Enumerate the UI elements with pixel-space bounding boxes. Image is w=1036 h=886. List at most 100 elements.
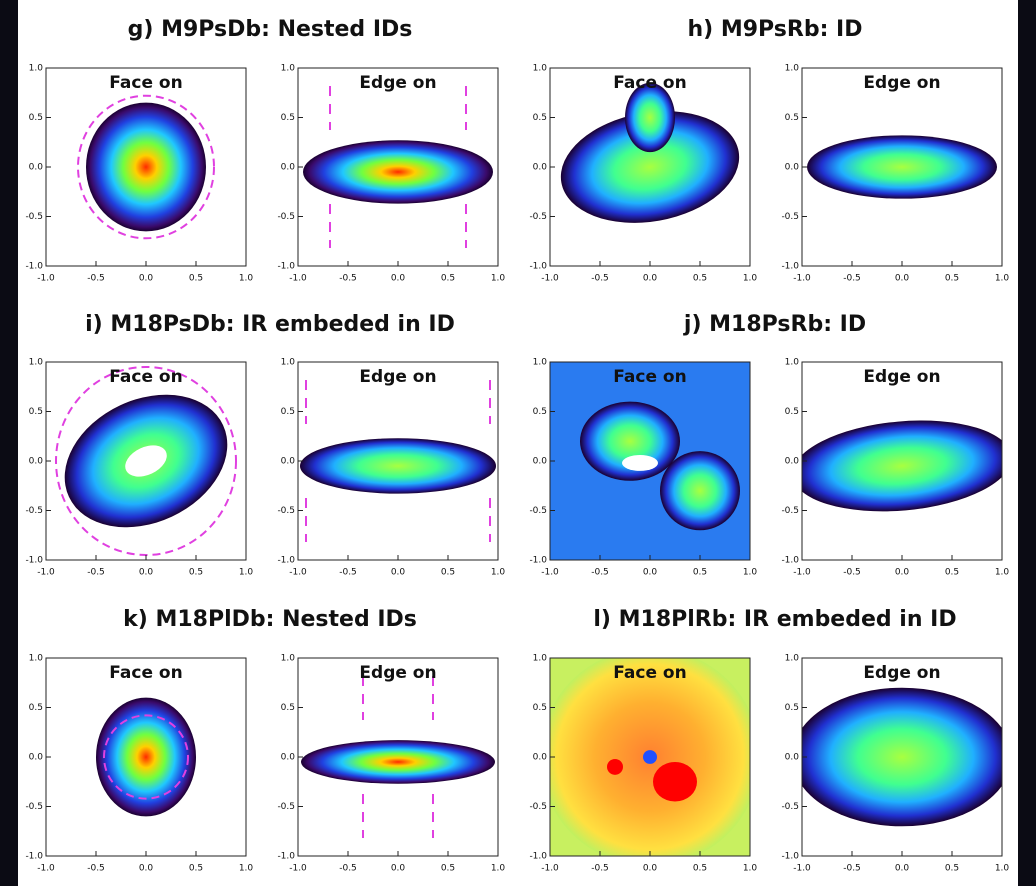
y-tick-label: -1.0 (781, 852, 799, 862)
y-tick-label: 1.0 (281, 654, 296, 664)
density-map (96, 697, 196, 817)
x-tick-label: 0.5 (189, 568, 203, 578)
density-blob (607, 758, 623, 775)
map-hole (125, 445, 167, 477)
density-blob (625, 82, 675, 153)
x-tick-label: -0.5 (843, 568, 861, 578)
panel-title: j) M18PsRb: ID (683, 312, 866, 337)
x-tick-label: -1.0 (793, 568, 811, 578)
y-tick-label: 1.0 (785, 358, 800, 368)
x-tick-label: 0.5 (189, 274, 203, 284)
view-label: Face on (109, 73, 182, 93)
y-tick-label: 1.0 (29, 358, 44, 368)
y-tick-label: -0.5 (781, 212, 799, 222)
x-tick-label: -0.5 (87, 568, 105, 578)
x-tick-label: 1.0 (995, 864, 1010, 874)
density-map (300, 380, 496, 542)
x-tick-label: 1.0 (743, 274, 758, 284)
density-blob (807, 135, 997, 199)
y-tick-label: 0.5 (29, 703, 43, 713)
x-tick-label: 0.0 (895, 568, 910, 578)
view-label: Face on (109, 663, 182, 683)
y-tick-label: -1.0 (277, 556, 295, 566)
density-blob (300, 438, 496, 494)
y-tick-label: 0.0 (533, 457, 548, 467)
y-tick-label: -1.0 (529, 852, 547, 862)
x-tick-label: 0.5 (441, 864, 455, 874)
y-tick-label: -1.0 (277, 852, 295, 862)
dashed-ring (103, 714, 189, 800)
map-hole (622, 455, 658, 471)
density-map (802, 420, 1002, 512)
x-tick-label: 0.0 (643, 274, 658, 284)
view-label: Edge on (359, 367, 436, 387)
x-tick-label: -0.5 (843, 274, 861, 284)
y-tick-label: -1.0 (277, 262, 295, 272)
y-tick-label: 0.0 (29, 163, 44, 173)
y-tick-label: -0.5 (529, 212, 547, 222)
density-blob (303, 140, 493, 204)
x-tick-label: 1.0 (239, 568, 254, 578)
panel-title: l) M18PlRb: IR embeded in ID (593, 607, 956, 632)
x-tick-label: 0.0 (391, 864, 406, 874)
y-tick-label: -1.0 (781, 262, 799, 272)
x-tick-label: -0.5 (591, 864, 609, 874)
y-tick-label: -0.5 (781, 802, 799, 812)
y-tick-label: 0.0 (533, 163, 548, 173)
y-tick-label: 0.5 (785, 703, 799, 713)
density-map (303, 86, 493, 248)
x-tick-label: 0.5 (441, 568, 455, 578)
y-tick-label: 0.0 (785, 753, 800, 763)
density-blob (560, 111, 740, 223)
view-label: Edge on (863, 663, 940, 683)
y-tick-label: 0.0 (281, 457, 296, 467)
density-map (550, 658, 750, 856)
x-tick-label: 0.0 (391, 568, 406, 578)
x-tick-label: -1.0 (793, 274, 811, 284)
x-tick-label: -1.0 (541, 864, 559, 874)
y-tick-label: 0.5 (533, 113, 547, 123)
y-tick-label: 0.5 (281, 407, 295, 417)
x-tick-label: 0.0 (139, 864, 154, 874)
x-tick-label: -0.5 (87, 274, 105, 284)
y-tick-label: -0.5 (25, 506, 43, 516)
x-tick-label: 1.0 (995, 568, 1010, 578)
x-tick-label: -1.0 (289, 864, 307, 874)
y-tick-label: 0.5 (785, 407, 799, 417)
x-tick-label: 1.0 (491, 864, 506, 874)
density-blob (660, 451, 740, 531)
density-blob (802, 687, 1002, 827)
y-tick-label: 1.0 (533, 64, 548, 74)
density-map (560, 82, 740, 223)
y-tick-label: 0.5 (29, 407, 43, 417)
x-tick-label: 0.0 (139, 274, 154, 284)
density-map (802, 687, 1002, 827)
x-tick-label: 1.0 (239, 864, 254, 874)
x-tick-label: 1.0 (743, 864, 758, 874)
y-tick-label: 1.0 (29, 64, 44, 74)
y-tick-label: -1.0 (529, 556, 547, 566)
density-blob (802, 420, 1002, 512)
x-tick-label: 0.5 (441, 274, 455, 284)
x-tick-label: 0.0 (643, 864, 658, 874)
y-tick-label: 1.0 (281, 64, 296, 74)
density-blob (96, 697, 196, 817)
view-label: Face on (613, 663, 686, 683)
x-tick-label: 1.0 (995, 274, 1010, 284)
density-map (550, 362, 750, 560)
x-tick-label: 1.0 (239, 274, 254, 284)
view-label: Edge on (863, 73, 940, 93)
y-tick-label: -1.0 (529, 262, 547, 272)
x-tick-label: 1.0 (743, 568, 758, 578)
y-tick-label: 0.5 (281, 703, 295, 713)
y-tick-label: 0.5 (281, 113, 295, 123)
panel-title: g) M9PsDb: Nested IDs (128, 17, 413, 42)
x-tick-label: 0.5 (189, 864, 203, 874)
x-tick-label: -0.5 (591, 568, 609, 578)
y-tick-label: -0.5 (529, 506, 547, 516)
view-label: Face on (613, 73, 686, 93)
y-tick-label: 1.0 (533, 654, 548, 664)
density-map (77, 94, 215, 240)
density-blob (653, 761, 697, 802)
x-tick-label: -0.5 (339, 274, 357, 284)
